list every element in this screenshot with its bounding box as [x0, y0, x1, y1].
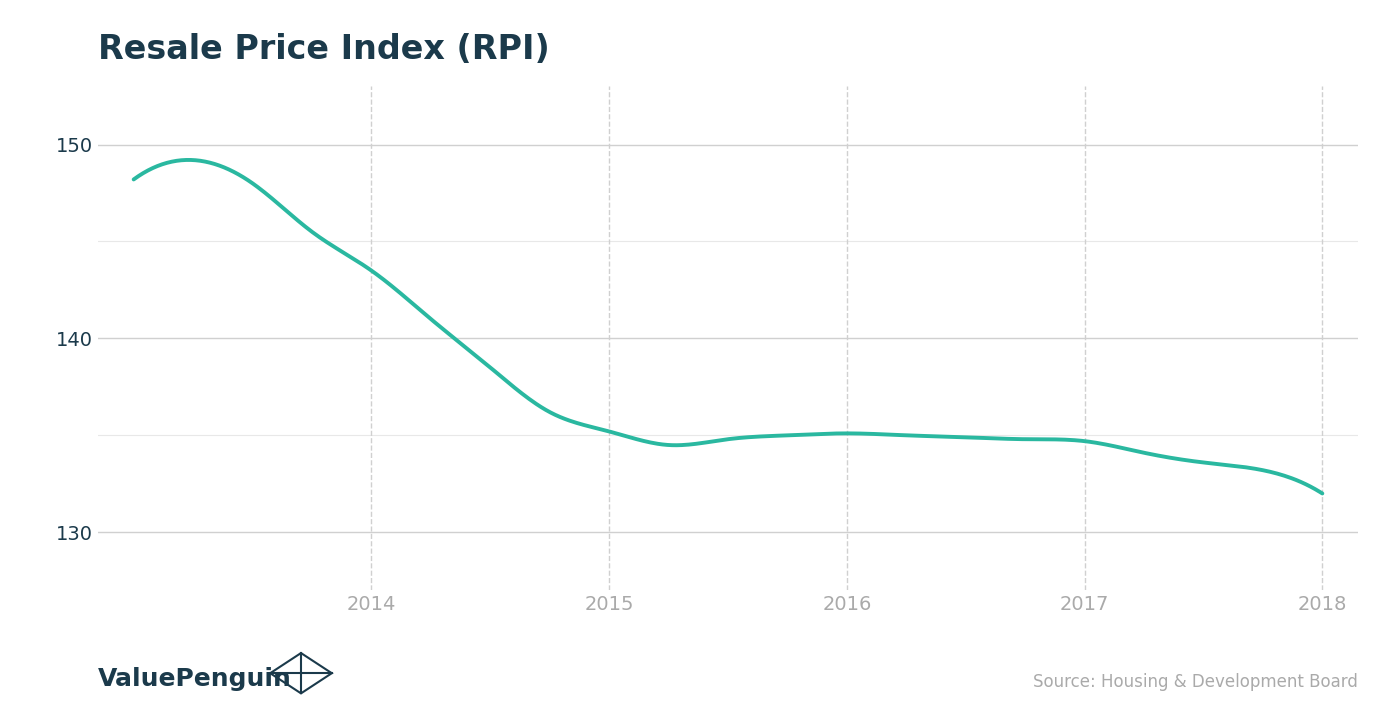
Text: Source: Housing & Development Board: Source: Housing & Development Board	[1033, 673, 1358, 691]
Text: Resale Price Index (RPI): Resale Price Index (RPI)	[98, 32, 550, 66]
Text: ValuePenguin: ValuePenguin	[98, 667, 291, 691]
